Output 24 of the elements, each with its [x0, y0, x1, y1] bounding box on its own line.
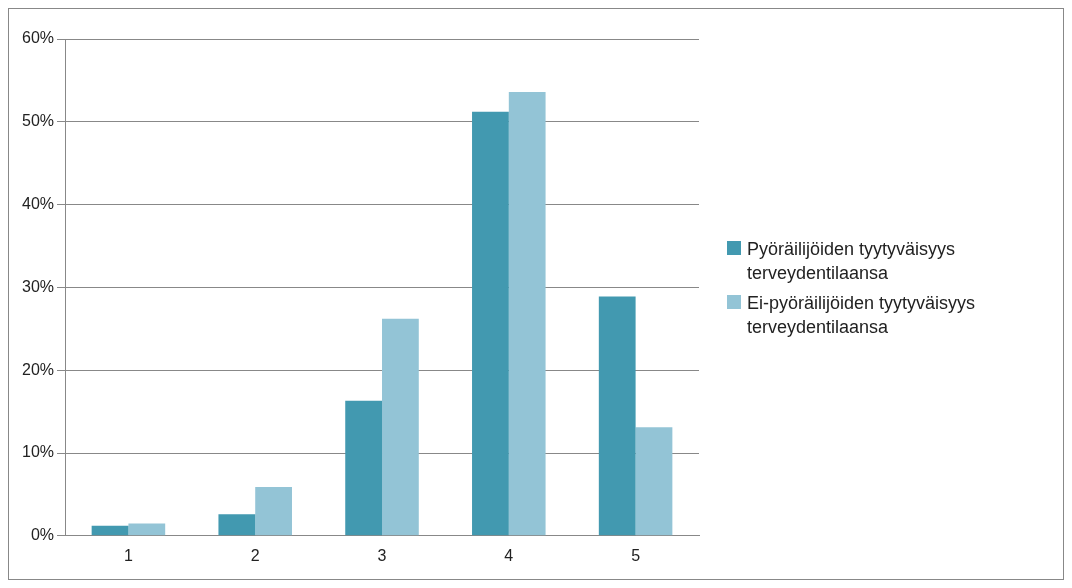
- y-tick-label: 20%: [21, 360, 55, 378]
- x-tick-label: 3: [377, 546, 387, 564]
- bar: [218, 514, 256, 536]
- y-tick-label: 0%: [30, 526, 55, 544]
- y-tick-label: 60%: [21, 29, 55, 47]
- bar: [382, 318, 419, 536]
- bar: [345, 400, 383, 536]
- bar: [472, 111, 509, 536]
- x-tick-label: 1: [123, 546, 133, 564]
- bar: [598, 296, 636, 536]
- legend-label: Pyöräilijöiden tyytyväisyys terveydentilaansa: [747, 238, 957, 285]
- x-tick-label: 4: [504, 546, 514, 564]
- legend-label: Ei-pyöräilijöiden tyytyväisyys terveydentilaansa: [747, 292, 977, 339]
- y-tick-label: 10%: [21, 443, 55, 461]
- x-tick-label: 5: [631, 546, 641, 564]
- y-tick-label: 50%: [21, 112, 55, 130]
- bar: [255, 486, 292, 536]
- bar: [91, 525, 129, 536]
- y-tick-label: 30%: [21, 277, 55, 295]
- bar: [128, 523, 166, 536]
- x-tick-label: 2: [250, 546, 260, 564]
- y-tick-label: 40%: [21, 195, 55, 213]
- bar: [508, 91, 546, 536]
- bar: [635, 427, 673, 536]
